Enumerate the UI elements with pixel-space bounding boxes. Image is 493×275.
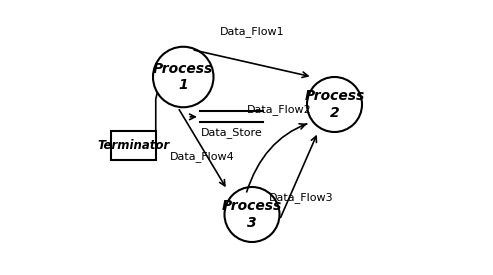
- Text: Data_Flow3: Data_Flow3: [269, 192, 334, 204]
- Text: Process
1: Process 1: [153, 62, 213, 92]
- Text: Data_Flow1: Data_Flow1: [220, 26, 284, 37]
- Circle shape: [307, 77, 362, 132]
- Text: Process
3: Process 3: [222, 199, 282, 230]
- Circle shape: [224, 187, 280, 242]
- Text: Data_Flow2: Data_Flow2: [247, 104, 312, 116]
- Text: Process
2: Process 2: [304, 89, 365, 120]
- Text: Data_Flow4: Data_Flow4: [170, 151, 235, 162]
- Text: Data_Store: Data_Store: [201, 127, 262, 138]
- FancyBboxPatch shape: [111, 131, 156, 160]
- Circle shape: [153, 47, 213, 107]
- Text: Terminator: Terminator: [98, 139, 170, 152]
